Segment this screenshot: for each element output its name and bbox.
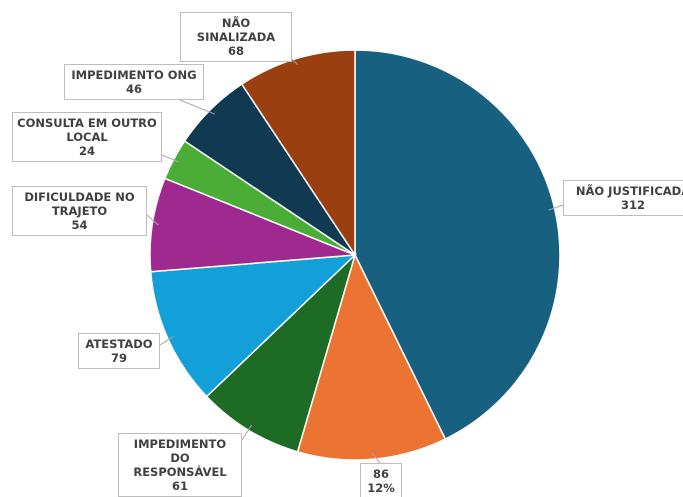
value-label: 86 — [372, 467, 389, 481]
data-label: NÃO JUSTIFICADA 312 — [563, 180, 683, 216]
data-label: IMPEDIMENTO ONG 46 — [64, 64, 204, 100]
pie-slice — [149, 254, 358, 398]
category-label: IMPEDIMENTO DO RESPONSÁVEL — [133, 437, 227, 479]
leader-line — [161, 154, 180, 163]
category-label: CONSULTA EM OUTRO LOCAL — [17, 116, 157, 144]
value-label: 312 — [620, 198, 645, 212]
category-label: NÃO SINALIZADA — [196, 16, 276, 44]
category-label: DIFICULDADE NO TRAJETO — [24, 190, 135, 218]
data-label: IMPEDIMENTO DO RESPONSÁVEL 61 — [118, 433, 242, 497]
value-label: 61 — [171, 479, 188, 493]
leader-line — [146, 214, 159, 226]
percent-label: 12% — [367, 481, 395, 495]
value-label: 79 — [110, 351, 127, 365]
value-label: 24 — [78, 144, 95, 158]
value-label: 68 — [227, 44, 244, 58]
pie-slice — [296, 252, 447, 461]
category-label: ATESTADO — [85, 337, 153, 351]
value-label: 46 — [125, 82, 142, 96]
data-label: 86 12% — [360, 463, 402, 497]
data-label: ATESTADO 79 — [78, 333, 160, 369]
category-label: NÃO JUSTIFICADA — [575, 184, 683, 198]
leader-line — [371, 452, 381, 464]
data-label: DIFICULDADE NO TRAJETO 54 — [12, 186, 147, 236]
leader-line — [548, 204, 564, 211]
leader-line — [179, 99, 215, 115]
data-label: NÃO SINALIZADA 68 — [180, 12, 292, 62]
category-label: IMPEDIMENTO ONG — [71, 68, 197, 82]
value-label: 54 — [71, 218, 88, 232]
leader-line — [159, 335, 174, 346]
leader-line — [241, 424, 253, 441]
data-label: CONSULTA EM OUTRO LOCAL 24 — [12, 112, 162, 162]
pie-slice — [354, 49, 561, 441]
pie-slice — [240, 49, 356, 258]
